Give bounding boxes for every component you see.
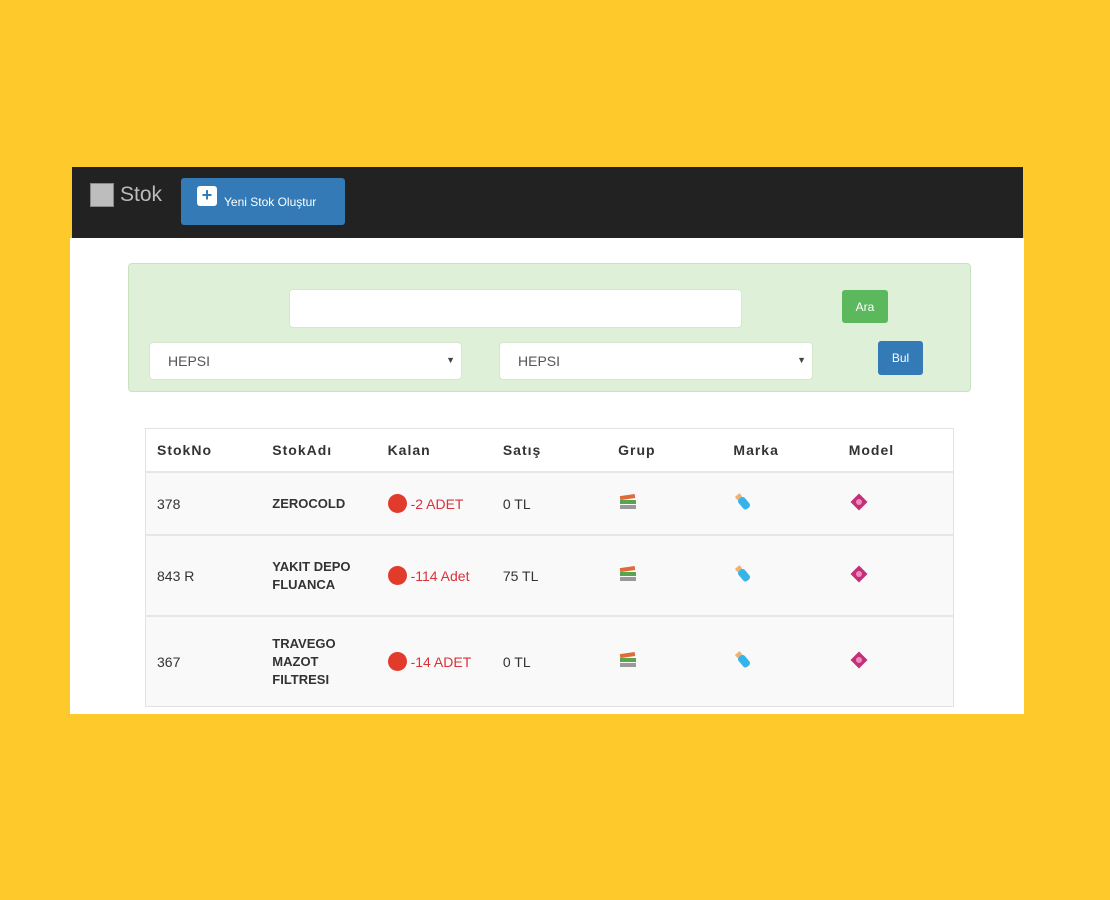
stock-table: StokNo StokAdı Kalan Satış Grup Marka Model 37… bbox=[145, 428, 954, 707]
caret-down-icon: ▼ bbox=[446, 355, 455, 365]
main-panel: Ara HEPSI ▼ HEPSI ▼ Bul StokNo StokAdı Kalan… bbox=[70, 238, 1024, 714]
table-row[interactable]: 378 ZEROCOLD -2 ADET 0 TL bbox=[146, 471, 953, 534]
stock-name: TRAVEGO MAZOT FILTRESI bbox=[272, 635, 336, 687]
column-header[interactable]: Model bbox=[848, 442, 895, 458]
navbar: Stok + Yeni Stok Oluştur bbox=[72, 167, 1023, 238]
remaining: -2 ADET bbox=[377, 494, 492, 513]
remaining: -14 ADET bbox=[377, 652, 492, 671]
books-icon[interactable] bbox=[607, 493, 722, 514]
baby-bottle-icon[interactable] bbox=[722, 564, 837, 587]
new-stock-label: Yeni Stok Oluştur bbox=[224, 194, 317, 209]
brand-select-value: HEPSI bbox=[518, 353, 561, 369]
status-dot-icon bbox=[387, 652, 407, 671]
table-row[interactable]: 367 TRAVEGO MAZOT FILTRESI -14 ADET 0 TL bbox=[146, 615, 953, 706]
stock-no: 843 R bbox=[157, 567, 195, 584]
column-header[interactable]: Satış bbox=[502, 442, 542, 458]
caret-down-icon: ▼ bbox=[797, 355, 806, 365]
find-button[interactable]: Bul bbox=[878, 341, 923, 375]
diamond-flower-icon[interactable] bbox=[838, 650, 953, 673]
stock-name: YAKIT DEPO FLUANCA bbox=[272, 558, 351, 592]
stock-name: ZEROCOLD bbox=[272, 495, 346, 511]
status-dot-icon bbox=[387, 566, 407, 585]
plus-icon: + bbox=[197, 185, 217, 206]
sales: 0 TL bbox=[502, 495, 531, 512]
sales: 75 TL bbox=[502, 567, 539, 584]
search-input[interactable] bbox=[289, 289, 742, 328]
table-header: StokNo StokAdı Kalan Satış Grup Marka Model bbox=[146, 429, 953, 471]
column-header[interactable]: Kalan bbox=[387, 442, 431, 458]
remaining-value: -2 ADET bbox=[410, 495, 464, 512]
baby-bottle-icon[interactable] bbox=[722, 650, 837, 673]
stock-no: 378 bbox=[157, 495, 181, 512]
books-icon[interactable] bbox=[607, 651, 722, 672]
remaining-value: -114 Adet bbox=[410, 567, 470, 584]
column-header[interactable]: StokAdı bbox=[272, 442, 333, 458]
diamond-flower-icon[interactable] bbox=[838, 564, 953, 587]
search-button[interactable]: Ara bbox=[842, 290, 888, 323]
sales: 0 TL bbox=[502, 653, 531, 670]
baby-bottle-icon[interactable] bbox=[722, 492, 837, 515]
group-select-value: HEPSI bbox=[168, 353, 211, 369]
stock-no: 367 bbox=[157, 653, 181, 670]
status-dot-icon bbox=[387, 494, 407, 513]
table-row[interactable]: 843 R YAKIT DEPO FLUANCA -114 Adet 75 TL bbox=[146, 534, 953, 615]
brand-logo-icon bbox=[90, 183, 114, 207]
brand-label: Stok bbox=[120, 183, 163, 206]
search-panel: Ara HEPSI ▼ HEPSI ▼ Bul bbox=[128, 263, 971, 392]
group-select[interactable]: HEPSI ▼ bbox=[149, 342, 462, 380]
column-header[interactable]: Marka bbox=[733, 442, 779, 458]
column-header[interactable]: Grup bbox=[618, 442, 656, 458]
new-stock-button[interactable]: + Yeni Stok Oluştur bbox=[181, 178, 345, 225]
books-icon[interactable] bbox=[607, 565, 722, 586]
column-header[interactable]: StokNo bbox=[157, 442, 212, 458]
remaining: -114 Adet bbox=[377, 566, 492, 585]
brand[interactable]: Stok bbox=[90, 183, 162, 207]
remaining-value: -14 ADET bbox=[410, 653, 472, 670]
brand-select[interactable]: HEPSI ▼ bbox=[499, 342, 813, 380]
diamond-flower-icon[interactable] bbox=[838, 492, 953, 515]
